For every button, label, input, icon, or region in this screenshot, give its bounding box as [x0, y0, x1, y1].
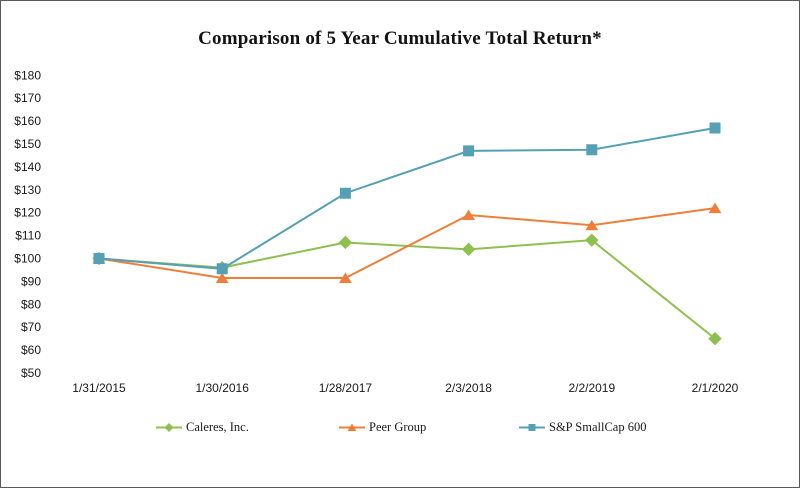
chart-title: Comparison of 5 Year Cumulative Total Re…: [198, 28, 602, 49]
series-marker-peer-group: [215, 272, 229, 283]
series-marker-peer-group: [462, 209, 475, 220]
series-marker-caleres-inc: [708, 331, 722, 346]
series-marker-s-p-smallcap-600: [586, 144, 598, 156]
y-tick-label: $120: [14, 206, 41, 220]
series-marker-s-p-smallcap-600: [93, 253, 105, 264]
x-tick-label: 2/1/2020: [692, 381, 739, 395]
y-tick-label: $70: [21, 320, 41, 334]
y-tick-label: $180: [14, 68, 41, 82]
y-tick-label: $130: [14, 183, 41, 197]
y-tick-label: $90: [21, 274, 41, 288]
series-line-s-p-smallcap-600: [98, 126, 716, 270]
series-marker-s-p-smallcap-600: [216, 263, 228, 275]
y-tick-label: $60: [21, 343, 41, 357]
x-tick-label: 1/30/2016: [196, 381, 250, 395]
series-line-caleres-inc: [98, 239, 716, 340]
y-tick-label: $140: [14, 160, 41, 174]
series-marker-s-p-smallcap-600: [339, 187, 351, 199]
x-tick-label: 2/3/2018: [445, 381, 492, 395]
series-marker-caleres-inc: [338, 235, 353, 250]
x-tick-label: 1/31/2015: [72, 381, 126, 395]
y-tick-label: $50: [21, 366, 41, 380]
series-marker-peer-group: [585, 219, 599, 231]
x-tick-label: 1/28/2017: [319, 381, 373, 395]
y-tick-label: $100: [14, 252, 41, 266]
y-tick-label: $80: [21, 297, 41, 311]
series-marker-caleres-inc: [461, 242, 476, 257]
y-tick-label: $170: [14, 91, 41, 105]
y-tick-label: $160: [14, 114, 41, 128]
series-marker-s-p-smallcap-600: [463, 145, 475, 157]
series-marker-peer-group: [339, 272, 352, 283]
y-tick-label: $150: [14, 137, 41, 151]
y-tick-label: $110: [15, 229, 41, 243]
x-tick-label: 2/2/2019: [568, 381, 615, 395]
series-marker-peer-group: [708, 202, 722, 214]
series-marker-caleres-inc: [585, 233, 599, 247]
series-line-peer-group: [98, 207, 716, 279]
series-marker-s-p-smallcap-600: [709, 122, 721, 134]
